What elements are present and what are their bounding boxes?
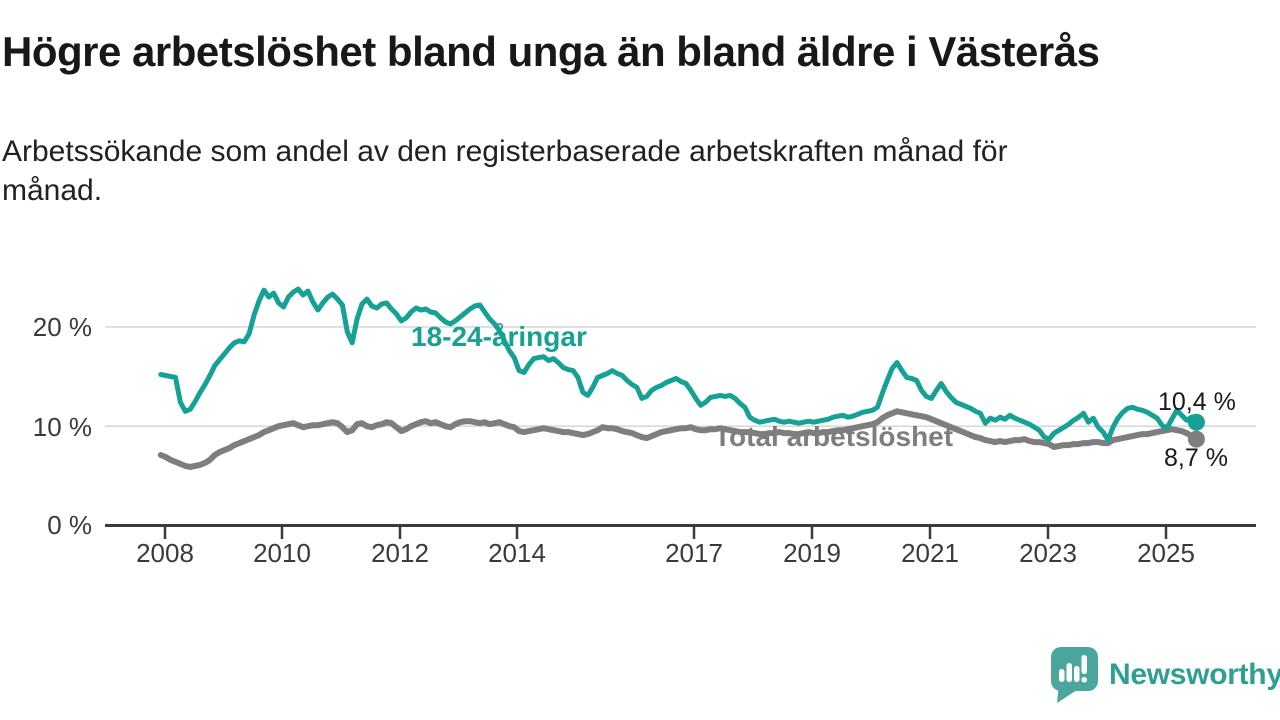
x-tick-2010: 2010 bbox=[253, 538, 311, 568]
series-line-0 bbox=[158, 286, 1199, 443]
newsworthy-logo: Newsworthy bbox=[1050, 646, 1280, 704]
newsworthy-logo-text: Newsworthy bbox=[1109, 658, 1280, 691]
series-label-0: 18-24-åringar bbox=[411, 321, 587, 352]
x-tick-2021: 2021 bbox=[901, 538, 959, 568]
value-label-0: 10,4 % bbox=[1158, 388, 1236, 416]
newsworthy-logo-icon bbox=[1051, 647, 1098, 703]
value-label-1: 8,7 % bbox=[1164, 444, 1228, 472]
y-tick-20: 20 % bbox=[32, 312, 92, 342]
series-dot-0 bbox=[1187, 413, 1205, 431]
x-tick-2023: 2023 bbox=[1019, 538, 1077, 568]
x-tick-2012: 2012 bbox=[371, 538, 429, 568]
y-tick-10: 10 % bbox=[32, 412, 92, 442]
series-line-1 bbox=[157, 408, 1200, 470]
x-tick-2019: 2019 bbox=[783, 538, 841, 568]
x-tick-2008: 2008 bbox=[136, 538, 194, 568]
x-tick-2014: 2014 bbox=[488, 538, 546, 568]
x-tick-2017: 2017 bbox=[665, 538, 723, 568]
y-tick-0: 0 % bbox=[47, 510, 92, 540]
x-tick-2025: 2025 bbox=[1137, 538, 1195, 568]
series-label-1: Total arbetslöshet bbox=[714, 421, 954, 452]
chart-subtitle: Arbetssökande som andel av den registerb… bbox=[2, 135, 1008, 207]
page-title: Högre arbetslöshet bland unga än bland ä… bbox=[2, 28, 1100, 75]
x-axis-ticks bbox=[163, 527, 1168, 539]
series-dot-1 bbox=[1187, 430, 1205, 448]
